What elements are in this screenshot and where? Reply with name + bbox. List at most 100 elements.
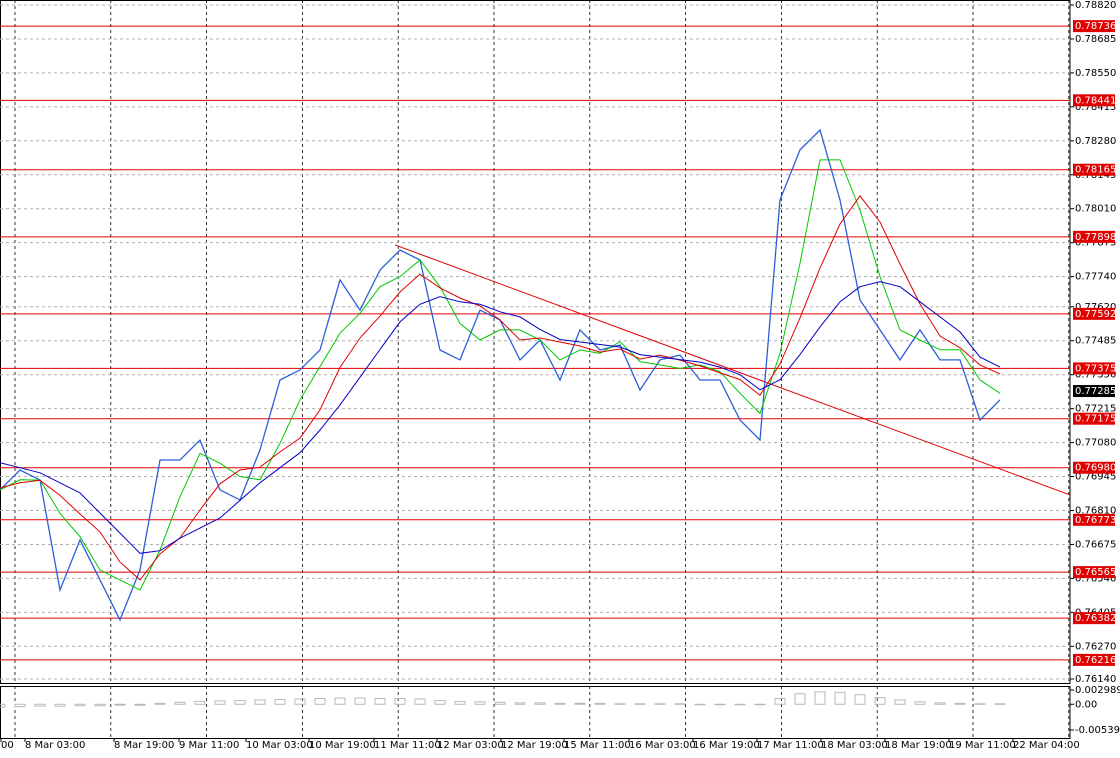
histogram-bar bbox=[174, 701, 186, 705]
level-label: 0.77375 bbox=[1075, 363, 1116, 374]
histogram-bar bbox=[974, 703, 986, 705]
x-tick-label: 17 Mar 11:00 bbox=[757, 740, 824, 751]
histogram-bar bbox=[654, 703, 666, 705]
histogram-bar bbox=[14, 703, 26, 708]
x-tick-label: 10 Mar 03:00 bbox=[246, 740, 313, 751]
level-label: 0.77175 bbox=[1075, 414, 1116, 425]
histogram-bar bbox=[114, 703, 126, 706]
y-tick-label: 0.002989 bbox=[1075, 685, 1120, 696]
histogram-bar bbox=[214, 700, 226, 705]
histogram-bar bbox=[194, 700, 206, 705]
level-label: 0.78736 bbox=[1075, 21, 1116, 32]
y-tick-label: 0.78685 bbox=[1075, 34, 1116, 45]
histogram-bar bbox=[74, 703, 86, 707]
x-tick-label: 18 Mar 03:00 bbox=[821, 740, 888, 751]
level-box bbox=[1073, 20, 1115, 33]
y-tick-label: 0.77740 bbox=[1075, 272, 1116, 283]
histogram-bar bbox=[234, 699, 246, 705]
histogram-bar bbox=[94, 703, 106, 707]
histogram-bar bbox=[534, 702, 546, 705]
y-tick-label: 0.77350 bbox=[1075, 370, 1116, 381]
level-label: 0.77898 bbox=[1075, 232, 1116, 243]
histogram-bar bbox=[354, 697, 366, 705]
histogram-bar bbox=[414, 698, 426, 705]
level-label: 0.76216 bbox=[1075, 655, 1116, 666]
x-tick-label: 12 Mar 03:00 bbox=[437, 740, 504, 751]
level-label: 0.77592 bbox=[1075, 309, 1116, 320]
moving-average bbox=[0, 195, 1001, 581]
level-box bbox=[1073, 612, 1115, 625]
histogram-bar bbox=[814, 691, 826, 705]
level-label: 0.76773 bbox=[1075, 515, 1116, 526]
histogram-bar bbox=[494, 701, 506, 705]
y-tick-label: 0.77620 bbox=[1075, 302, 1116, 313]
histogram-bar bbox=[734, 703, 746, 706]
y-tick-label: 0.76945 bbox=[1075, 472, 1116, 483]
histogram-bar bbox=[454, 700, 466, 705]
histogram-bar bbox=[594, 702, 606, 705]
level-box bbox=[1073, 461, 1115, 474]
x-tick-label: 12 Mar 19:00 bbox=[501, 740, 568, 751]
x-tick-label: 18 Mar 19:00 bbox=[885, 740, 952, 751]
y-tick-label: 0.76270 bbox=[1075, 641, 1116, 652]
histogram-bar bbox=[374, 698, 386, 705]
y-tick-label: 0.77215 bbox=[1075, 404, 1116, 415]
histogram-bar bbox=[874, 697, 886, 705]
histogram-bar bbox=[434, 699, 446, 705]
level-box bbox=[1073, 230, 1115, 243]
histogram-bar bbox=[574, 702, 586, 705]
last-price-label: 0.77285 bbox=[1075, 386, 1116, 397]
level-label: 0.76565 bbox=[1075, 567, 1116, 578]
x-tick-label: 8 Mar 19:00 bbox=[114, 740, 174, 751]
y-tick-label: 0.76140 bbox=[1075, 674, 1116, 685]
histogram-bar bbox=[554, 702, 566, 705]
histogram-bar bbox=[754, 703, 766, 706]
y-tick-label: 0.78415 bbox=[1075, 102, 1116, 113]
level-label: 0.78441 bbox=[1075, 95, 1116, 106]
level-box bbox=[1073, 412, 1115, 425]
moving-average bbox=[0, 159, 1001, 591]
y-tick-label: 0.78010 bbox=[1075, 204, 1116, 215]
x-tick-label: 8 Mar 03:00 bbox=[25, 740, 85, 751]
x-tick-label: 9 Mar 11:00 bbox=[179, 740, 239, 751]
level-label: 0.76382 bbox=[1075, 613, 1116, 624]
level-box bbox=[1073, 163, 1115, 176]
histogram-bar bbox=[914, 701, 926, 705]
last-price-box bbox=[1073, 385, 1115, 398]
y-tick-label: 0.77485 bbox=[1075, 336, 1116, 347]
panel-frame bbox=[0, 0, 1071, 684]
y-tick-label: 0.77080 bbox=[1075, 438, 1116, 449]
histogram-bar bbox=[254, 699, 266, 705]
histogram-bar bbox=[834, 691, 846, 705]
histogram-bar bbox=[314, 698, 326, 705]
trendline bbox=[394, 244, 1071, 496]
x-tick-label: 16 Mar 03:00 bbox=[629, 740, 696, 751]
histogram-bar bbox=[714, 703, 726, 706]
histogram-bar bbox=[394, 698, 406, 705]
x-tick-label: 10 Mar 19:00 bbox=[309, 740, 376, 751]
histogram-bar bbox=[854, 694, 866, 705]
histogram-bar bbox=[894, 699, 906, 705]
histogram-bar bbox=[514, 702, 526, 705]
y-tick-label: 0.78280 bbox=[1075, 136, 1116, 147]
histogram-bar bbox=[694, 703, 706, 706]
y-tick-label: 0.76810 bbox=[1075, 506, 1116, 517]
histogram-bar bbox=[794, 693, 806, 705]
level-label: 0.78165 bbox=[1075, 165, 1116, 176]
level-box bbox=[1073, 307, 1115, 320]
y-tick-label: 0.77875 bbox=[1075, 238, 1116, 249]
level-box bbox=[1073, 513, 1115, 526]
panel-frame bbox=[0, 686, 1071, 739]
histogram-bar bbox=[474, 701, 486, 705]
y-tick-label: 0.76540 bbox=[1075, 573, 1116, 584]
x-tick-label: 11 Mar 11:00 bbox=[374, 740, 441, 751]
y-tick-label: 0.78550 bbox=[1075, 68, 1116, 79]
x-tick-label: 16 Mar 19:00 bbox=[693, 740, 760, 751]
histogram-bar bbox=[634, 703, 646, 705]
histogram-bar bbox=[934, 702, 946, 705]
histogram-bar bbox=[614, 703, 626, 705]
y-tick-label: 0.76675 bbox=[1075, 539, 1116, 550]
histogram-bar bbox=[954, 702, 966, 705]
histogram-bar bbox=[774, 698, 786, 705]
